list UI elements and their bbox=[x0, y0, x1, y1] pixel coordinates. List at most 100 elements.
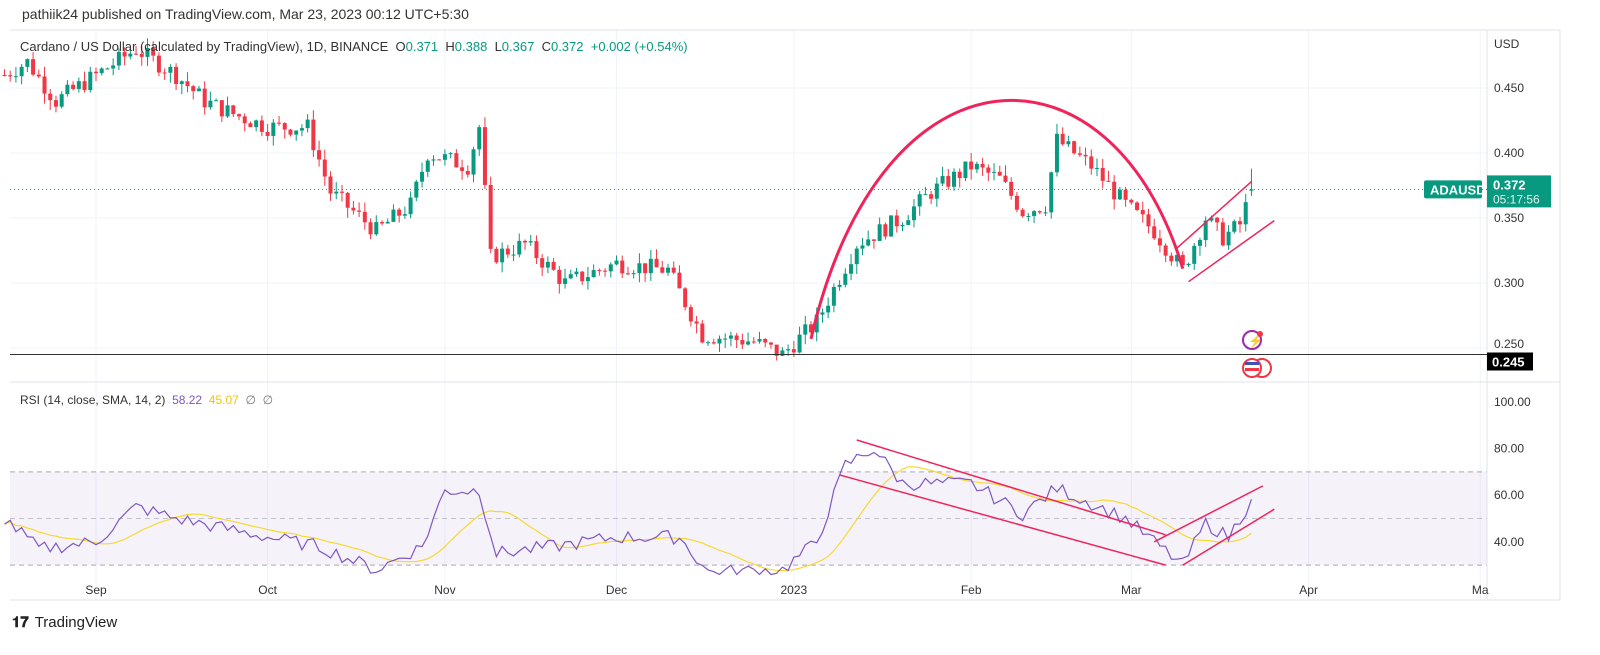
candle-body bbox=[837, 284, 842, 287]
candle-body bbox=[431, 159, 436, 161]
na-value-1: ∅ bbox=[245, 393, 256, 407]
candle-body bbox=[1009, 181, 1014, 196]
candle-body bbox=[299, 128, 304, 131]
candle-body bbox=[517, 240, 522, 255]
candle-body bbox=[151, 47, 156, 56]
candle-body bbox=[460, 167, 465, 171]
symbol-tag: ADAUSD bbox=[1430, 182, 1486, 197]
candle-body bbox=[265, 131, 270, 136]
candle-body bbox=[8, 75, 13, 77]
candle-body bbox=[185, 81, 190, 87]
candle-body bbox=[105, 68, 110, 70]
rsi-title[interactable]: RSI (14, close, SMA, 14, 2) bbox=[20, 393, 166, 407]
candle-body bbox=[397, 209, 402, 216]
time-tick-label: Nov bbox=[434, 583, 455, 597]
candle-body bbox=[1152, 226, 1157, 239]
candle-body bbox=[763, 339, 768, 343]
open-value: 0.371 bbox=[405, 39, 439, 54]
candle-body bbox=[1066, 141, 1071, 145]
candle-body bbox=[88, 71, 93, 91]
candle-body bbox=[585, 277, 590, 282]
candle-body bbox=[780, 350, 785, 356]
rsi-sma-line bbox=[4, 466, 1252, 572]
candle-body bbox=[111, 65, 116, 69]
candle-body bbox=[706, 342, 711, 344]
price-channel-line bbox=[1188, 219, 1275, 283]
symbol-legend: Cardano / US Dollar (calculated by Tradi… bbox=[20, 39, 688, 54]
candle-body bbox=[1020, 209, 1025, 217]
candle-body bbox=[277, 122, 282, 124]
c-label: C bbox=[541, 39, 551, 54]
rsi-value: 58.22 bbox=[172, 393, 203, 407]
candle-body bbox=[31, 59, 36, 75]
us-flag-stripe bbox=[1245, 362, 1259, 365]
candle-body bbox=[774, 344, 779, 356]
candle-body bbox=[59, 94, 64, 107]
symbol-title[interactable]: Cardano / US Dollar (calculated by Tradi… bbox=[20, 39, 389, 54]
tv-logo-icon: 𝟏𝟕 bbox=[12, 614, 29, 631]
candle-body bbox=[1249, 189, 1254, 191]
candle-body bbox=[1197, 240, 1202, 246]
candle-body bbox=[116, 51, 121, 66]
candle-body bbox=[208, 100, 213, 108]
candle-body bbox=[591, 270, 596, 278]
candle-body bbox=[906, 220, 911, 225]
candle-body bbox=[894, 215, 899, 227]
candle-body bbox=[231, 105, 236, 115]
candle-body bbox=[1077, 153, 1082, 155]
candle-body bbox=[992, 171, 997, 173]
candle-body bbox=[482, 127, 487, 185]
candle-body bbox=[1209, 217, 1214, 221]
candle-body bbox=[145, 47, 150, 57]
rsi-trend-line bbox=[1182, 508, 1275, 566]
candle-body bbox=[374, 222, 379, 235]
candle-body bbox=[53, 100, 58, 107]
candle-body bbox=[648, 258, 653, 274]
candle-body bbox=[614, 260, 619, 265]
tradingview-logo[interactable]: 𝟏𝟕 TradingView bbox=[12, 614, 117, 631]
candle-body bbox=[1089, 156, 1094, 169]
candle-body bbox=[1226, 231, 1231, 246]
low-value: 0.367 bbox=[501, 39, 535, 54]
candle-body bbox=[980, 163, 985, 168]
candle-body bbox=[99, 68, 104, 74]
time-tick-label: Dec bbox=[606, 583, 627, 597]
candle-body bbox=[831, 286, 836, 306]
candle-body bbox=[883, 224, 888, 237]
candle-body bbox=[71, 84, 76, 90]
candle-body bbox=[122, 51, 127, 57]
candle-body bbox=[368, 222, 373, 235]
countdown-label: 05:17:56 bbox=[1493, 192, 1540, 206]
candle-body bbox=[408, 197, 413, 215]
candle-body bbox=[225, 105, 230, 117]
time-tick-label: Oct bbox=[258, 583, 277, 597]
candle-body bbox=[946, 176, 951, 187]
candle-body bbox=[248, 123, 253, 128]
candle-body bbox=[179, 81, 184, 84]
candle-body bbox=[414, 181, 419, 198]
candle-body bbox=[603, 270, 608, 272]
candle-body bbox=[563, 278, 568, 284]
price-axis-unit: USD bbox=[1494, 37, 1520, 51]
candle-body bbox=[854, 248, 859, 265]
candle-body bbox=[728, 335, 733, 339]
candle-body bbox=[328, 176, 333, 194]
candle-body bbox=[631, 273, 636, 275]
candle-body bbox=[1026, 215, 1031, 217]
candle-body bbox=[82, 81, 87, 91]
candle-body bbox=[134, 53, 139, 55]
rsi-tick-label: 100.00 bbox=[1494, 395, 1531, 409]
h-label: H bbox=[445, 39, 455, 54]
rsi-trend-line bbox=[1153, 485, 1264, 543]
candle-body bbox=[751, 341, 756, 343]
symbol-tag-bg bbox=[1424, 180, 1482, 199]
candle-body bbox=[545, 261, 550, 268]
candle-body bbox=[477, 127, 482, 150]
candle-body bbox=[803, 324, 808, 335]
candle-body bbox=[700, 323, 705, 343]
time-tick-label: Mar bbox=[1121, 583, 1142, 597]
candle-body bbox=[940, 176, 945, 184]
candle-body bbox=[339, 191, 344, 193]
rsi-sma-value: 45.07 bbox=[208, 393, 239, 407]
